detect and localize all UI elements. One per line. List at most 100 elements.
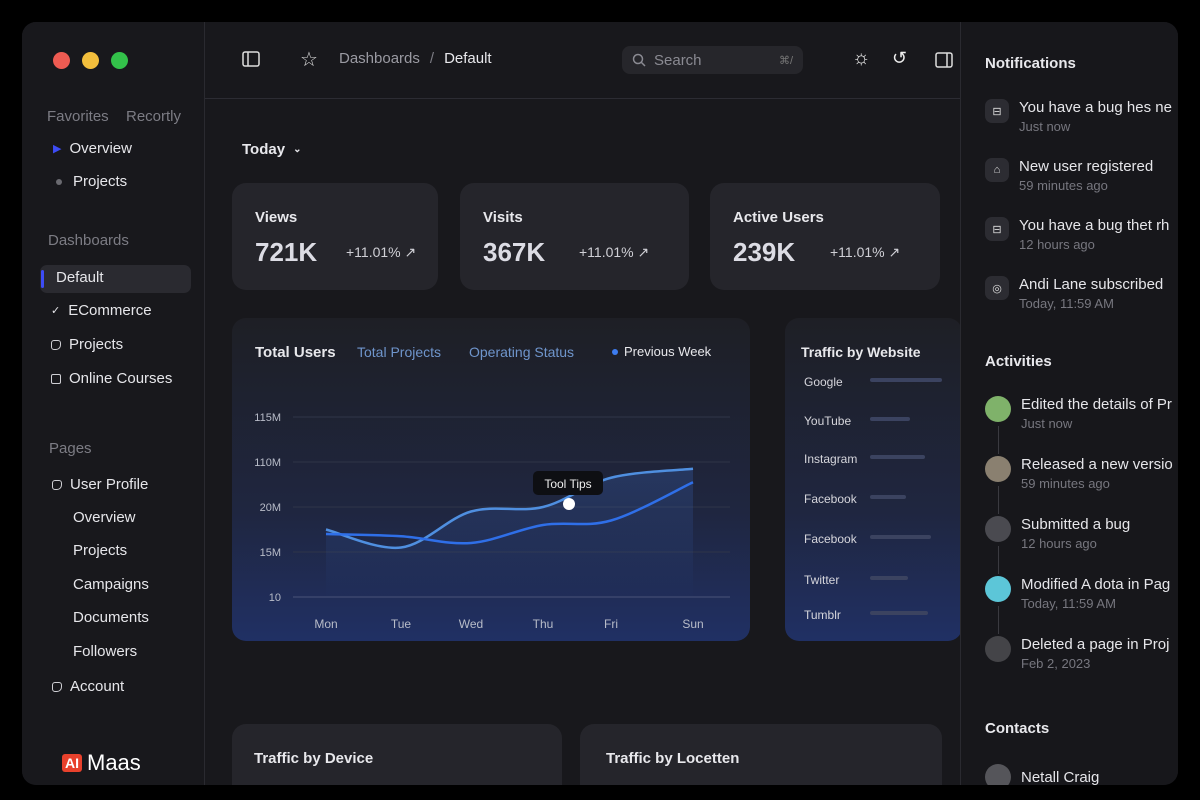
tab-operating-status[interactable]: Operating Status: [469, 344, 575, 360]
sidebar-subitem-overview[interactable]: Overview: [73, 509, 136, 526]
period-dropdown[interactable]: Today ⌄: [242, 141, 301, 158]
stat-card-views: Views 721K +11.01% ↗: [232, 183, 438, 290]
active-highlight: [40, 265, 191, 293]
account-icon: [52, 681, 62, 692]
play-icon: ▶: [53, 143, 62, 155]
activity-item[interactable]: Submitted a bug 12 hours ago: [985, 516, 1130, 551]
right-panel: Notifications ⊟ You have a bug hes ne Ju…: [960, 22, 1178, 785]
series-line-2: [325, 481, 694, 545]
timeline-connector: [998, 486, 999, 514]
x-tick-label: Wed: [459, 617, 483, 631]
tab-total-projects[interactable]: Total Projects: [357, 344, 442, 360]
dashboards-heading: Dashboards: [48, 232, 129, 249]
website-label: Facebook: [804, 492, 857, 506]
sidebar-item-user-profile[interactable]: User Profile: [52, 476, 148, 493]
bug-icon: ⊟: [985, 217, 1009, 241]
avatar: [985, 516, 1011, 542]
x-tick-label: Thu: [533, 617, 554, 631]
timeline-connector: [998, 606, 999, 634]
x-tick-label: Mon: [314, 617, 337, 631]
notification-text: Andi Lane subscribed: [1019, 276, 1164, 293]
traffic-by-location-card: Traffic by Locetten: [580, 724, 942, 785]
tab-favorites[interactable]: Favorites: [47, 108, 109, 125]
activity-item[interactable]: Edited the details of Pr Just now: [985, 396, 1172, 431]
search-icon: [632, 53, 646, 67]
notification-item[interactable]: ⌂ New user registered 59 minutes ago: [985, 158, 1153, 193]
trend-up-icon: ↗: [404, 244, 417, 260]
stat-title: Visits: [483, 209, 523, 226]
minimize-button[interactable]: [82, 52, 99, 69]
notification-time: 59 minutes ago: [1019, 178, 1108, 193]
timeline-connector: [998, 546, 999, 574]
period-label: Today: [242, 141, 286, 158]
sidebar-subitem-campaigns[interactable]: Campaigns: [73, 576, 149, 593]
contact-name: Netall Craig: [1021, 768, 1100, 786]
sun-icon[interactable]: ☼: [852, 47, 871, 69]
sidebar-toggle-icon[interactable]: [242, 51, 260, 67]
favorite-overview[interactable]: ▶ Overview: [53, 140, 132, 157]
label: Default: [56, 269, 104, 286]
sidebar-item-projects[interactable]: Projects: [51, 336, 123, 353]
folder-icon: [51, 339, 61, 350]
traffic-by-device-card: Traffic by Device: [232, 724, 562, 785]
y-tick-label: 110M: [254, 457, 281, 469]
tooltip-box: [533, 471, 603, 495]
notification-time: Just now: [1019, 119, 1071, 134]
website-label: Tumblr: [804, 608, 841, 622]
star-icon[interactable]: ☆: [300, 49, 318, 71]
history-icon[interactable]: ↺: [892, 48, 908, 68]
breadcrumb-dashboards[interactable]: Dashboards: [339, 50, 420, 67]
right-panel-toggle-icon[interactable]: [935, 52, 953, 68]
window-controls: [53, 52, 128, 69]
dot-icon: [56, 178, 62, 185]
y-tick-label: 15M: [260, 547, 281, 559]
stat-title: Active Users: [733, 209, 824, 226]
sidebar-item-default[interactable]: Default: [56, 269, 104, 286]
activity-text: Released a new versio: [1021, 456, 1173, 473]
series-line-1: [325, 467, 694, 550]
tab-recently[interactable]: Recortly: [126, 108, 182, 125]
main-content: ☆ Dashboards / Default Search ⌘/ ☼ ↺ Tod…: [205, 22, 962, 785]
active-indicator: [41, 270, 44, 288]
notification-item[interactable]: ⊟ You have a bug hes ne Just now: [985, 99, 1172, 134]
activity-time: 12 hours ago: [1021, 536, 1097, 551]
profile-icon: [52, 479, 62, 490]
website-bar: [870, 611, 928, 615]
sidebar-item-ecommerce[interactable]: ✓ ECommerce: [51, 302, 152, 319]
sidebar-subitem-documents[interactable]: Documents: [73, 609, 149, 626]
close-button[interactable]: [53, 52, 70, 69]
website-bar: [870, 378, 942, 382]
maximize-button[interactable]: [111, 52, 128, 69]
sidebar-item-online-courses[interactable]: Online Courses: [51, 370, 172, 387]
activity-item[interactable]: Released a new versio 59 minutes ago: [985, 456, 1173, 491]
sidebar: Favorites Recortly ▶ Overview Projects Da…: [22, 22, 205, 785]
sidebar-item-account[interactable]: Account: [52, 678, 124, 695]
trend-up-icon: ↗: [637, 244, 650, 260]
sidebar-subitem-followers[interactable]: Followers: [73, 643, 138, 660]
user-icon: ⌂: [985, 158, 1009, 182]
activity-text: Deleted a page in Proj: [1021, 636, 1170, 653]
tab-total-users[interactable]: Total Users: [255, 344, 336, 361]
label: Projects: [73, 173, 128, 190]
book-icon: [51, 373, 61, 384]
favorite-projects[interactable]: Projects: [53, 173, 127, 190]
notification-item[interactable]: ◎ Andi Lane subscribed Today, 11:59 AM: [985, 276, 1163, 311]
stat-card-visits: Visits 367K +11.01% ↗: [460, 183, 689, 290]
search-input[interactable]: Search ⌘/: [622, 46, 803, 74]
activity-time: Just now: [1021, 416, 1073, 431]
stat-value: 367K: [483, 237, 546, 267]
label: Projects: [69, 336, 124, 353]
contact-item[interactable]: Netall Craig: [985, 764, 1099, 785]
activity-item[interactable]: Modified A dota in Pag Today, 11:59 AM: [985, 576, 1170, 611]
website-bar: [870, 535, 931, 539]
website-bar: [870, 417, 910, 421]
stat-change-value: +11.01%: [346, 244, 401, 260]
avatar: [985, 456, 1011, 482]
sidebar-subitem-projects[interactable]: Projects: [73, 542, 128, 559]
check-circle-icon: ✓: [51, 305, 61, 317]
stat-change-value: +11.01%: [579, 244, 634, 260]
tooltip-marker[interactable]: [563, 498, 575, 510]
stat-title: Views: [255, 209, 298, 226]
activity-item[interactable]: Deleted a page in Proj Feb 2, 2023: [985, 636, 1169, 671]
notification-item[interactable]: ⊟ You have a bug thet rh 12 hours ago: [985, 217, 1169, 252]
